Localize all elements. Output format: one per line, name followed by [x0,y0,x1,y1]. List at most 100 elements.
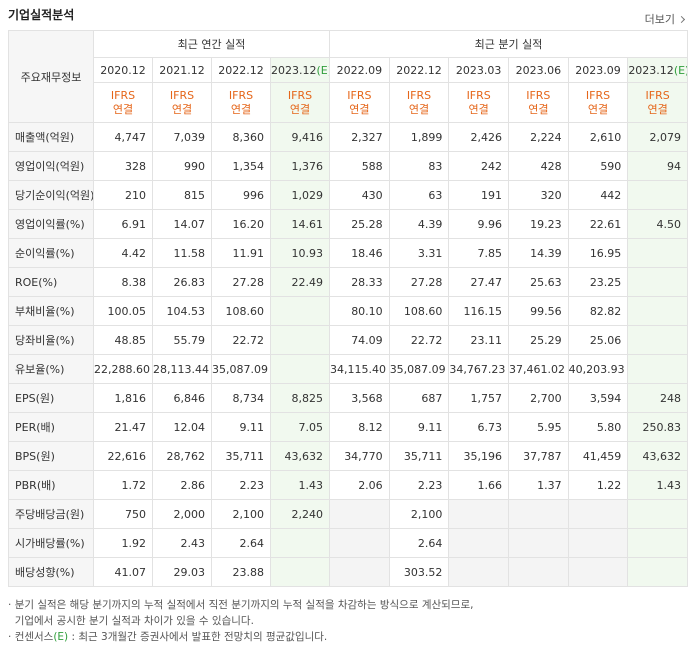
data-cell: 2,000 [152,499,212,529]
data-cell: 1,354 [211,151,271,181]
row-label: 당기순이익(억원) [8,180,94,210]
data-cell: 4.42 [93,238,153,268]
data-cell: 27.28 [211,267,271,297]
data-cell: 37,461.02 [508,354,569,384]
data-cell [269,557,331,587]
data-cell: 28,762 [152,441,212,471]
consolidation-basis: 연결 [349,102,370,116]
data-cell: 34,770 [329,441,390,471]
data-cell: 28,113.44 [152,354,212,384]
data-cell: 430 [329,180,390,210]
data-cell: 2,224 [508,122,569,152]
data-cell: 815 [152,180,212,210]
data-row: 주당배당금(원) 750 2,000 2,100 2,240 2,100 [8,499,688,529]
accounting-standard: IFRS [347,88,372,102]
period-header: 2022.12 [388,57,450,83]
row-label: 영업이익률(%) [8,209,94,239]
data-row: BPS(원) 22,616 28,762 35,711 43,632 34,770 35,7… [8,441,688,471]
data-cell: 83 [388,151,450,181]
period: 2021.12 [159,63,205,77]
data-cell: 35,196 [448,441,509,471]
group-header: 최근 분기 실적 [329,30,688,58]
estimate-mark: (E) [316,63,329,77]
data-cell: 303.52 [388,557,450,587]
data-cell: 8,825 [269,383,331,413]
data-cell [269,325,331,355]
period: 2023.12 [628,63,674,77]
data-cell: 8.12 [329,412,390,442]
standard-header: IFRS 연결 [448,82,509,123]
data-cell [567,499,629,529]
data-cell: 2,079 [627,122,688,152]
data-cell [329,557,390,587]
row-label: 영업이익(억원) [8,151,94,181]
standard-header: IFRS 연결 [567,82,629,123]
data-cell: 14.39 [508,238,569,268]
data-cell: 242 [448,151,509,181]
data-row: 부채비율(%) 100.05 104.53 108.60 80.10 108.60 116.… [8,296,688,326]
data-cell: 2.86 [152,470,212,500]
data-cell: 8,734 [211,383,271,413]
data-cell: 687 [388,383,450,413]
accounting-standard: IFRS [228,88,254,102]
period-header: 2022.12 [211,57,271,83]
data-cell: 16.95 [567,238,629,268]
row-label: EPS(원) [8,383,94,413]
consolidation-basis: 연결 [528,102,549,116]
data-cell: 1.43 [627,470,688,500]
data-cell: 41.07 [93,557,153,587]
data-cell: 2,426 [448,122,509,152]
consolidation-basis: 연결 [587,102,609,116]
data-cell: 4.50 [627,209,688,239]
header-row: IFRS 연결 IFRS 연결 IFRS 연결 IFRS 연결 IFRS 연결 IFRS 연결 IFRS… [9,82,688,123]
data-cell: 27.47 [448,267,509,297]
consolidation-basis: 연결 [112,102,134,116]
data-cell: 2,700 [508,383,569,413]
data-cell: 82.82 [567,296,629,326]
more-link[interactable]: 더보기 [645,11,684,27]
data-cell [269,296,331,326]
row-label: 유보율(%) [8,354,94,384]
period: 2023.12 [271,63,317,77]
data-cell: 108.60 [211,296,271,326]
accounting-standard: IFRS [110,88,136,102]
data-row: 영업이익률(%) 6.91 14.07 16.20 14.61 25.28 4.39 9.96… [8,209,688,239]
data-row: 영업이익(억원) 328 990 1,354 1,376 588 83 242 428 590 94 [8,151,688,181]
row-label: 주당배당금(원) [8,499,94,529]
data-cell: 328 [93,151,153,181]
data-cell: 108.60 [388,296,450,326]
data-cell [627,557,688,587]
period-header: 2023.06 [508,57,569,83]
data-cell: 5.80 [567,412,629,442]
data-cell: 80.10 [329,296,390,326]
data-cell: 41,459 [567,441,629,471]
accounting-standard: IFRS [645,88,670,102]
data-cell: 191 [448,180,509,210]
data-cell: 1,757 [448,383,509,413]
data-cell: 94 [627,151,688,181]
period-header: 2022.09 [329,57,390,83]
data-cell: 48.85 [93,325,153,355]
data-cell: 11.91 [211,238,271,268]
data-cell: 750 [93,499,153,529]
data-cell [329,528,390,558]
data-cell: 6,846 [152,383,212,413]
data-cell: 990 [152,151,212,181]
data-row: 당기순이익(억원) 210 815 996 1,029 430 63 191 320 442 [8,180,688,210]
data-cell: 16.20 [211,209,271,239]
data-cell: 1.72 [93,470,153,500]
data-cell: 2.23 [388,470,450,500]
data-row: 배당성향(%) 41.07 29.03 23.88 303.52 [8,557,688,587]
data-cell [508,557,569,587]
data-cell [627,528,688,558]
data-cell: 11.58 [152,238,212,268]
row-label: BPS(원) [8,441,94,471]
data-cell: 2.64 [388,528,450,558]
data-cell: 35,711 [388,441,450,471]
period: 2022.09 [336,63,383,77]
data-cell: 9,416 [269,122,331,152]
data-cell [508,528,569,558]
period-header: 2023.12(E) [627,57,688,83]
accounting-standard: IFRS [466,88,491,102]
data-cell: 100.05 [93,296,153,326]
